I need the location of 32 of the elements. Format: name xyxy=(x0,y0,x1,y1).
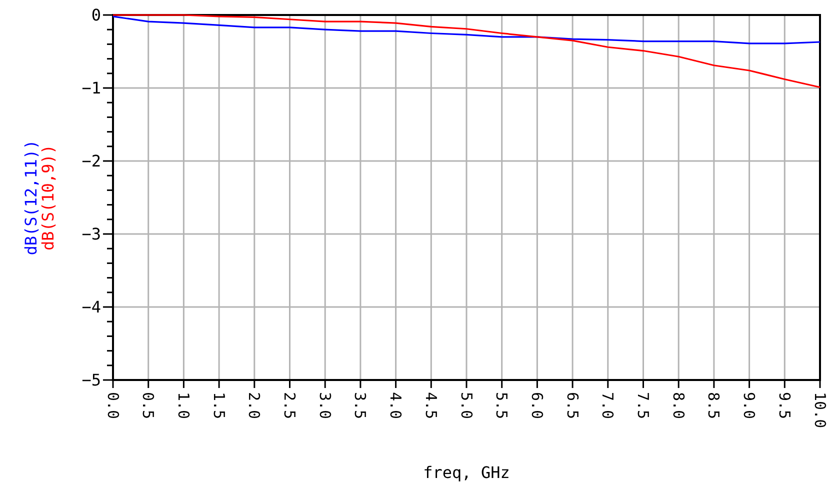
x-tick-label: 10.0 xyxy=(810,392,829,428)
x-tick-label: 5.0 xyxy=(457,392,476,420)
x-tick-label: 1.0 xyxy=(174,392,192,420)
text: dB(S(10,9)) xyxy=(38,144,58,250)
y-tick-label: −5 xyxy=(82,370,101,390)
x-tick-label: 6.0 xyxy=(528,392,546,420)
text: dB(S(12,11)) xyxy=(22,140,41,256)
x-tick-label: 7.5 xyxy=(634,392,652,420)
line-series xyxy=(112,14,821,88)
x-tick-label: 3.0 xyxy=(316,392,334,420)
x-tick-label: 5.5 xyxy=(492,392,511,420)
y-tick-label: −4 xyxy=(82,298,101,317)
x-tick-label: 4.5 xyxy=(422,392,440,420)
y-tick-label: −1 xyxy=(82,78,101,98)
x-tick-label: 8.5 xyxy=(704,392,723,420)
x-tick-label: 9.0 xyxy=(740,392,758,420)
x-tick-label: 7.0 xyxy=(598,392,617,420)
x-tick-label: 6.5 xyxy=(563,392,582,420)
x-tick-label: 9.5 xyxy=(775,392,794,420)
x-tick-label: 4.0 xyxy=(386,392,405,420)
x-tick-label: 0.0 xyxy=(104,392,122,420)
line-series xyxy=(112,16,821,44)
y-tick-label: 0 xyxy=(91,6,101,25)
x-tick-label: 2.0 xyxy=(245,392,264,420)
y-tick-label: −2 xyxy=(82,152,101,171)
x-tick-label: 0.5 xyxy=(139,392,158,420)
y-tick-label: −3 xyxy=(82,224,101,244)
x-tick-label: 8.0 xyxy=(669,392,688,420)
x-tick-label: 3.5 xyxy=(351,392,370,420)
x-tick-label: 2.5 xyxy=(280,392,298,420)
x-tick-label: 1.5 xyxy=(210,392,228,420)
x-axis-title: freq, GHz xyxy=(423,463,510,482)
